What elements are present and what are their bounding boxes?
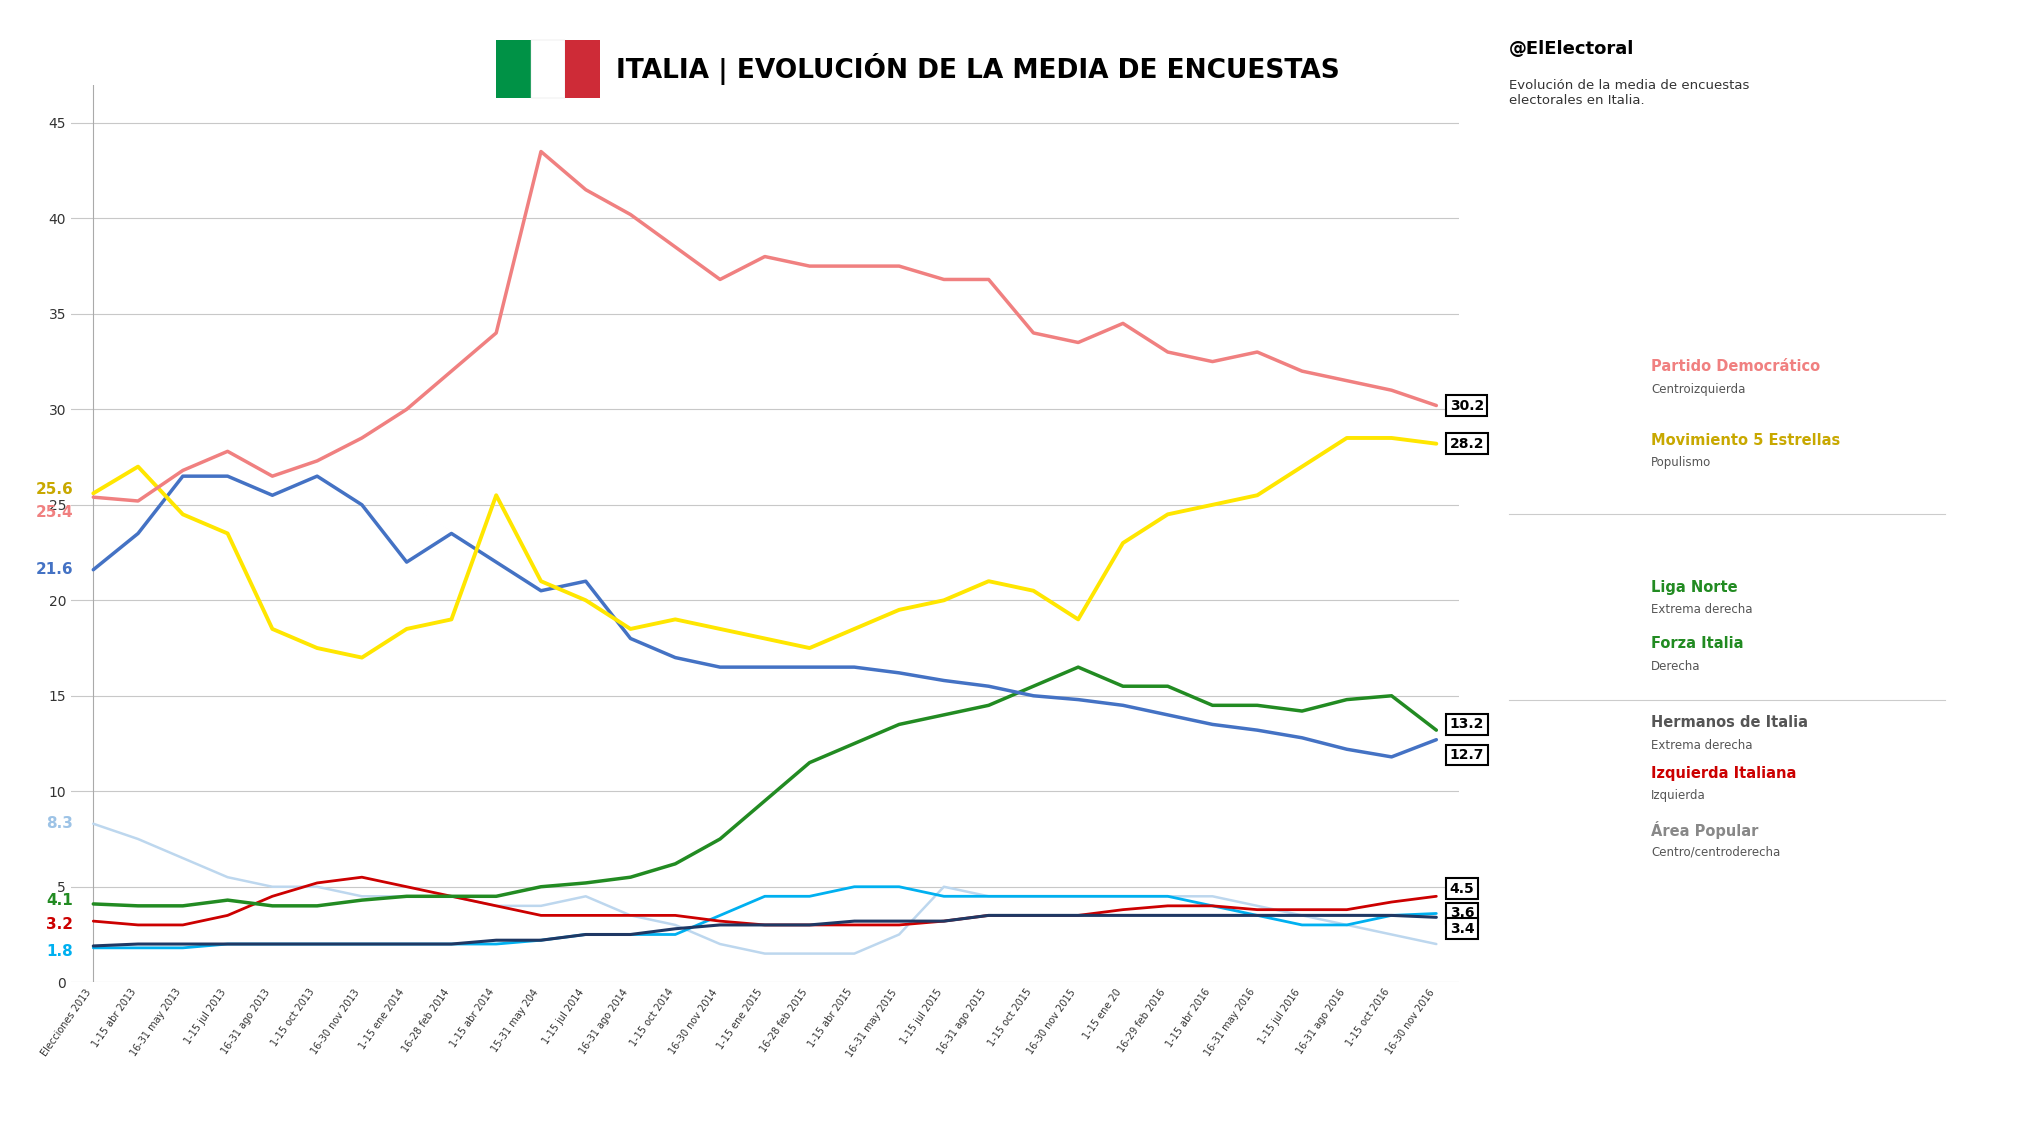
Text: Hermanos de Italia: Hermanos de Italia [1651,715,1807,730]
Text: 21.6: 21.6 [36,562,73,577]
Text: 3.6: 3.6 [1451,907,1475,920]
Text: 4.1: 4.1 [47,893,73,908]
Text: Forza Italia: Forza Italia [1651,636,1744,651]
Text: 1.8: 1.8 [47,944,73,960]
Text: Izquierda Italiana: Izquierda Italiana [1651,765,1797,781]
Text: Área Popular: Área Popular [1651,821,1759,839]
Text: Centro/centroderecha: Centro/centroderecha [1651,846,1781,859]
Text: 25.4: 25.4 [36,505,73,520]
Text: 3.2: 3.2 [47,918,73,933]
Text: 8.3: 8.3 [47,816,73,831]
Text: 4.5: 4.5 [1451,882,1475,895]
Text: 25.6: 25.6 [34,482,73,497]
Text: Centroizquierda: Centroizquierda [1651,383,1746,396]
Text: Izquierda: Izquierda [1651,789,1706,803]
Text: 30.2: 30.2 [1451,399,1483,412]
Text: Movimiento 5 Estrellas: Movimiento 5 Estrellas [1651,432,1840,448]
Text: 3.4: 3.4 [1451,921,1475,936]
Text: Liga Norte: Liga Norte [1651,579,1738,595]
Text: Extrema derecha: Extrema derecha [1651,603,1752,616]
Text: Partido Democrático: Partido Democrático [1651,359,1819,375]
Text: Populismo: Populismo [1651,456,1712,470]
Text: ITALIA | EVOLUCIÓN DE LA MEDIA DE ENCUESTAS: ITALIA | EVOLUCIÓN DE LA MEDIA DE ENCUES… [616,53,1339,85]
Text: @ElElectoral: @ElElectoral [1509,40,1635,58]
Text: Extrema derecha: Extrema derecha [1651,738,1752,752]
Text: 13.2: 13.2 [1451,717,1485,732]
Text: Derecha: Derecha [1651,659,1700,673]
Text: 28.2: 28.2 [1451,437,1485,450]
Text: 12.7: 12.7 [1451,749,1485,762]
Text: Evolución de la media de encuestas
electorales en Italia.: Evolución de la media de encuestas elect… [1509,79,1750,107]
